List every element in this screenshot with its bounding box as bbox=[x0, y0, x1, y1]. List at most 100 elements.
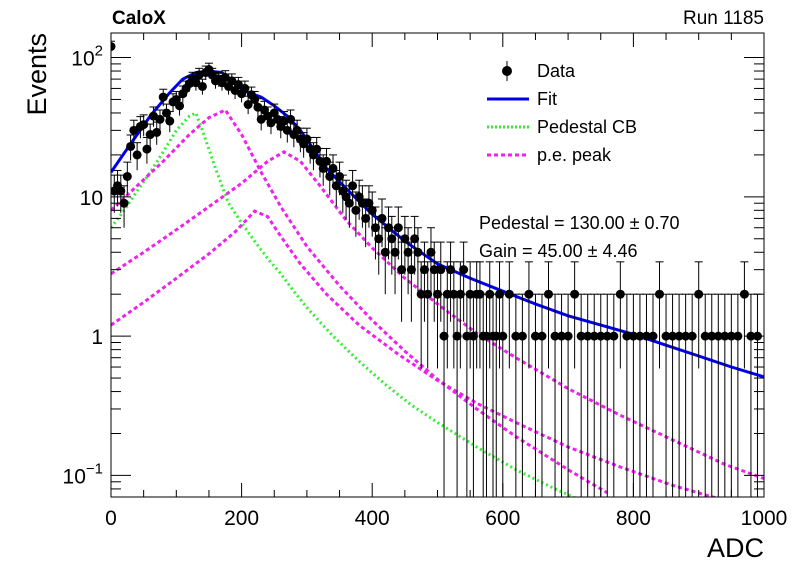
data-point bbox=[397, 265, 407, 275]
y-axis-title: Events bbox=[22, 33, 52, 116]
data-point bbox=[406, 265, 416, 275]
data-point bbox=[707, 331, 717, 341]
data-point bbox=[423, 289, 433, 299]
legend-entry-label: p.e. peak bbox=[537, 145, 612, 165]
data-point bbox=[668, 331, 678, 341]
data-point bbox=[142, 144, 152, 154]
data-point bbox=[419, 265, 429, 275]
y-tick-exponent: −1 bbox=[86, 460, 103, 477]
series-p-e-peak-3 bbox=[111, 209, 718, 497]
data-point bbox=[380, 247, 390, 257]
data-point bbox=[132, 150, 142, 160]
data-point bbox=[351, 205, 361, 215]
data-point bbox=[641, 331, 651, 341]
data-point bbox=[661, 331, 671, 341]
data-point bbox=[384, 223, 394, 233]
data-point bbox=[628, 331, 638, 341]
data-point bbox=[286, 114, 296, 124]
data-point bbox=[429, 265, 439, 275]
data-point bbox=[344, 198, 354, 208]
fit-stat-line: Pedestal = 130.00 ± 0.70 bbox=[479, 213, 680, 233]
y-tick-base: 10 bbox=[63, 465, 86, 488]
data-point bbox=[312, 144, 322, 154]
data-point bbox=[197, 81, 207, 91]
data-point bbox=[446, 265, 456, 275]
x-tick-label: 1000 bbox=[741, 507, 788, 530]
data-point bbox=[390, 247, 400, 257]
data-point bbox=[481, 331, 491, 341]
legend-entry-label: Pedestal CB bbox=[537, 117, 637, 137]
data-point bbox=[152, 127, 162, 137]
data-point bbox=[694, 289, 704, 299]
data-point bbox=[491, 331, 501, 341]
data-point bbox=[318, 163, 328, 173]
data-point bbox=[374, 234, 384, 244]
data-point bbox=[596, 331, 606, 341]
data-point bbox=[739, 289, 749, 299]
data-point bbox=[348, 181, 358, 191]
data-point bbox=[511, 331, 521, 341]
data-point bbox=[524, 289, 534, 299]
data-point bbox=[165, 116, 175, 126]
data-point bbox=[615, 289, 625, 299]
data-point bbox=[648, 331, 658, 341]
data-point bbox=[335, 171, 345, 181]
data-point bbox=[576, 331, 586, 341]
data-point bbox=[530, 331, 540, 341]
y-tick-label: 1 bbox=[91, 326, 103, 349]
data-point bbox=[162, 108, 172, 118]
data-point bbox=[468, 331, 478, 341]
data-point bbox=[393, 223, 403, 233]
data-point bbox=[250, 94, 260, 104]
data-point bbox=[622, 331, 632, 341]
data-point bbox=[370, 223, 380, 233]
data-point bbox=[557, 331, 567, 341]
legend-entry-label: Fit bbox=[537, 89, 557, 109]
data-point bbox=[126, 141, 136, 151]
x-tick-label: 600 bbox=[485, 507, 520, 530]
data-point bbox=[119, 198, 129, 208]
data-point bbox=[687, 331, 697, 341]
data-point bbox=[455, 289, 465, 299]
data-point bbox=[175, 101, 185, 111]
series-layer bbox=[111, 40, 764, 497]
data-point bbox=[550, 331, 560, 341]
header-experiment-label: CaloX bbox=[112, 8, 166, 29]
fit-stat-line: Gain = 45.00 ± 4.46 bbox=[479, 241, 638, 261]
data-point bbox=[459, 265, 469, 275]
data-point bbox=[191, 78, 201, 88]
data-point bbox=[357, 198, 367, 208]
data-point bbox=[400, 234, 410, 244]
data-point bbox=[155, 114, 165, 124]
x-tick-label: 400 bbox=[355, 507, 390, 530]
data-point bbox=[331, 181, 341, 191]
data-point bbox=[426, 247, 436, 257]
data-point bbox=[387, 234, 397, 244]
x-tick-label: 0 bbox=[105, 507, 117, 530]
data-point bbox=[436, 265, 446, 275]
data-point bbox=[537, 331, 547, 341]
legend-entry-label: Data bbox=[537, 61, 576, 81]
y-tick-label: 10−1 bbox=[63, 460, 103, 488]
data-point bbox=[655, 289, 665, 299]
data-point bbox=[726, 331, 736, 341]
data-point bbox=[367, 205, 377, 215]
data-point bbox=[410, 234, 420, 244]
data-point bbox=[282, 125, 292, 135]
data-point bbox=[733, 331, 743, 341]
legend: Data Fit Pedestal CB p.e. peak bbox=[487, 61, 637, 165]
y-tick-exponent: 2 bbox=[95, 43, 103, 60]
fit-stats: Pedestal = 130.00 ± 0.70 Gain = 45.00 ± 4… bbox=[479, 213, 680, 261]
data-point bbox=[452, 331, 462, 341]
data-point bbox=[544, 289, 554, 299]
legend-marker bbox=[502, 66, 512, 76]
y-tick-label: 102 bbox=[71, 43, 103, 71]
data-point bbox=[111, 42, 116, 51]
x-axis-title: ADC bbox=[707, 533, 764, 563]
header-run-label: Run 1185 bbox=[683, 8, 764, 29]
data-point bbox=[302, 134, 312, 144]
series-p-e-peak-2 bbox=[111, 150, 764, 480]
x-tick-label: 200 bbox=[224, 507, 259, 530]
data-point bbox=[609, 331, 619, 341]
